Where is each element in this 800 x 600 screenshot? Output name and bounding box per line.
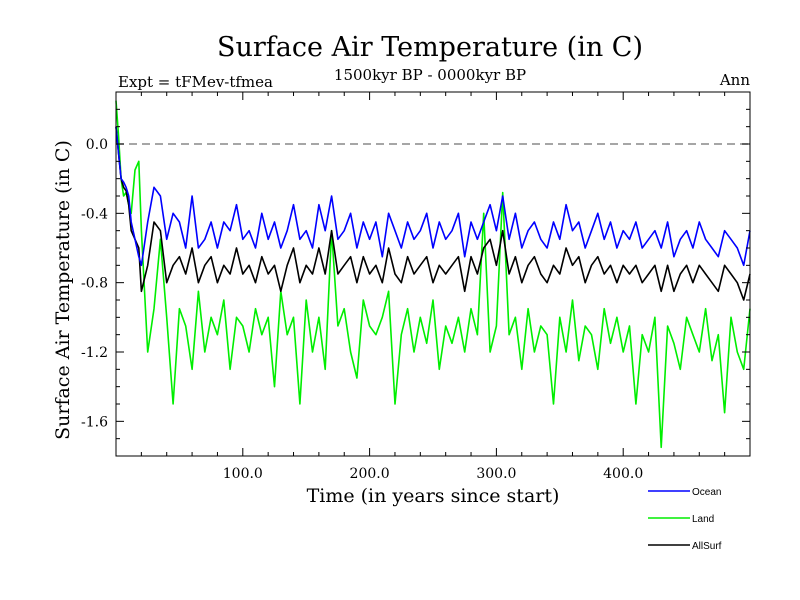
- plot-area: [115, 100, 751, 449]
- series-line-allsurf: [115, 126, 751, 301]
- y-tick-label: -1.6: [81, 414, 108, 430]
- chart-title: Surface Air Temperature (in C): [217, 32, 643, 63]
- y-axis-label: Surface Air Temperature (in C): [52, 140, 74, 440]
- y-tick-label: -0.4: [81, 206, 108, 222]
- axes: 100.0 200.0 300.0 400.0 0.0 -0.4 -0.8 -1.2 -1.6: [81, 91, 751, 482]
- x-tick-label: 300.0: [476, 466, 516, 482]
- y-tick-label: -0.8: [81, 276, 108, 292]
- experiment-label: Expt = tFMev-tfmea: [118, 73, 273, 91]
- legend-label-allsurf: AllSurf: [692, 541, 722, 552]
- legend-label-land: Land: [692, 514, 714, 525]
- plot-frame: [115, 91, 751, 457]
- series-line-land: [115, 100, 751, 449]
- y-tick-label: 0.0: [86, 137, 108, 153]
- x-tick-label: 200.0: [350, 466, 390, 482]
- season-label: Ann: [719, 71, 750, 89]
- chart-subtitle: 1500kyr BP - 0000kyr BP: [334, 66, 526, 84]
- x-tick-label: 100.0: [223, 466, 263, 482]
- x-tick-label: 400.0: [603, 466, 643, 482]
- legend: Ocean Land AllSurf: [648, 487, 722, 552]
- series-line-ocean: [115, 126, 751, 267]
- legend-label-ocean: Ocean: [692, 487, 721, 498]
- y-tick-label: -1.2: [81, 345, 108, 361]
- x-axis-label: Time (in years since start): [307, 485, 560, 507]
